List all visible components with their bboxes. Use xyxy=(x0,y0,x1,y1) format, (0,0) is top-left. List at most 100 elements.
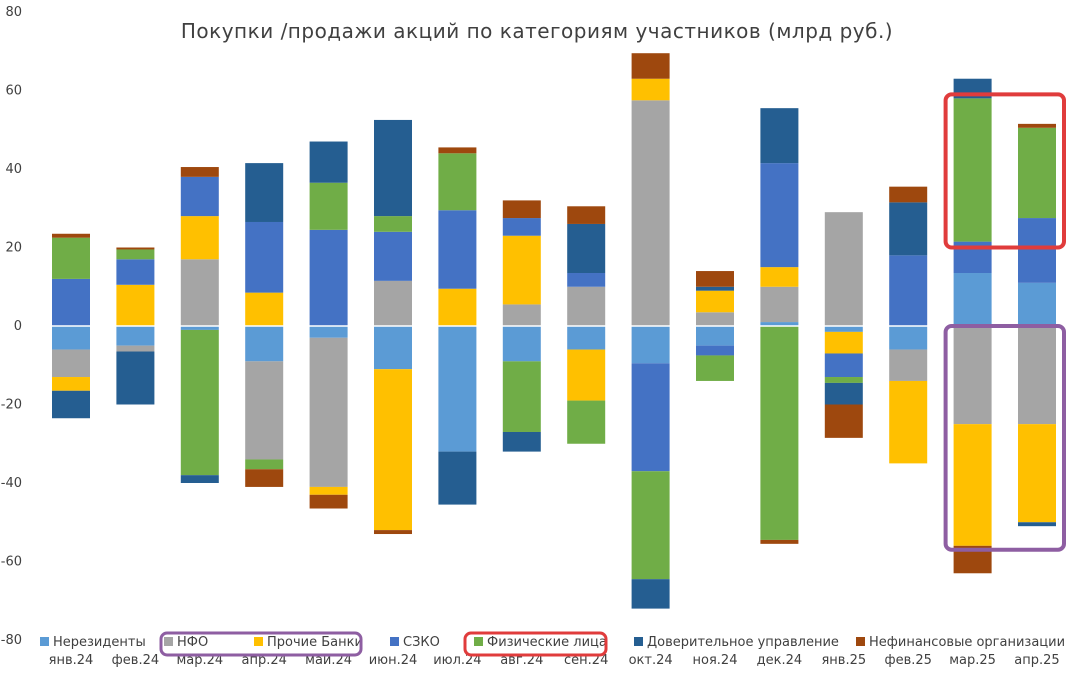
legend-highlight-nfo-banks xyxy=(159,631,363,657)
bar-segment xyxy=(760,326,799,540)
bars-layer xyxy=(52,53,1056,609)
bar-segment xyxy=(631,326,670,364)
legend-swatch xyxy=(164,637,173,646)
bar-segment xyxy=(309,182,348,230)
bar-segment xyxy=(438,147,477,154)
highlight-box xyxy=(943,324,1066,552)
bar-segment xyxy=(1018,282,1056,326)
bar-segment xyxy=(567,273,606,287)
legend-swatch xyxy=(40,637,49,646)
bar-segment xyxy=(889,202,928,256)
x-tick-label: апр.24 xyxy=(241,653,286,668)
bar-segment xyxy=(116,247,155,250)
legend-swatch xyxy=(390,637,399,646)
highlight-boxes xyxy=(943,92,1066,552)
y-tick-label: 0 xyxy=(14,319,22,334)
bar-segment xyxy=(116,345,155,352)
x-tick-label: июл.24 xyxy=(433,653,481,668)
bar-segment xyxy=(374,280,412,326)
bar-segment xyxy=(52,377,90,391)
bar-segment xyxy=(438,210,477,289)
x-tick-label: сен.24 xyxy=(564,653,608,668)
bar-segment xyxy=(52,237,90,279)
bar-segment xyxy=(502,235,541,305)
x-tick-label: фев.25 xyxy=(884,653,931,668)
y-tick-label: 40 xyxy=(5,162,22,177)
bar-segment xyxy=(760,108,799,164)
bar-segment xyxy=(631,363,670,472)
bar-segment xyxy=(824,331,863,354)
bar-segment xyxy=(953,98,992,242)
bar-segment xyxy=(1018,326,1056,425)
bar-segment xyxy=(52,326,90,350)
bar-segment xyxy=(502,200,541,219)
bar-segment xyxy=(567,400,606,444)
bar-segment xyxy=(1018,127,1056,219)
bar-segment xyxy=(309,494,348,509)
x-tick-label: мар.24 xyxy=(176,653,223,668)
bar-segment xyxy=(180,167,219,177)
bar-segment xyxy=(889,349,928,381)
x-tick-label: янв.24 xyxy=(49,653,94,668)
bar-segment xyxy=(953,326,992,425)
legend-label: НФО xyxy=(177,635,208,650)
bar-segment xyxy=(567,326,606,350)
bar-segment xyxy=(567,206,606,224)
bar-segment xyxy=(116,259,155,285)
bar-segment xyxy=(631,579,670,609)
legend-swatch xyxy=(254,637,263,646)
bar-segment xyxy=(52,390,90,419)
legend-swatch xyxy=(634,637,643,646)
bar-segment xyxy=(696,286,734,291)
x-tick-label: апр.25 xyxy=(1014,653,1059,668)
bar-segment xyxy=(309,326,348,338)
bar-segment xyxy=(438,451,477,505)
bar-segment xyxy=(824,377,863,383)
bar-segment xyxy=(760,286,799,323)
bar-segment xyxy=(245,361,284,460)
bar-segment xyxy=(116,351,155,405)
bar-segment xyxy=(180,326,219,330)
bar-segment xyxy=(374,369,412,531)
x-tick-label: июн.24 xyxy=(369,653,418,668)
bar-segment xyxy=(824,382,863,405)
highlight-box xyxy=(943,92,1066,250)
bar-segment xyxy=(438,326,477,452)
bar-segment xyxy=(245,459,284,470)
legend-label: Физические лица xyxy=(487,635,607,650)
bar-segment xyxy=(438,153,477,211)
bar-segment xyxy=(502,431,541,452)
bar-segment xyxy=(1018,522,1056,527)
bar-segment xyxy=(309,337,348,487)
bar-segment xyxy=(502,218,541,236)
bar-segment xyxy=(696,355,734,381)
bar-segment xyxy=(889,186,928,203)
bar-segment xyxy=(180,259,219,326)
bar-segment xyxy=(889,380,928,464)
bar-segment xyxy=(245,221,284,293)
bar-segment xyxy=(1018,424,1056,523)
chart-title: Покупки /продажи акций по категориям уча… xyxy=(181,19,893,43)
bar-segment xyxy=(631,471,670,580)
y-tick-label: -40 xyxy=(1,476,22,491)
bar-segment xyxy=(374,216,412,232)
legend-label: Нерезиденты xyxy=(53,635,146,650)
bar-segment xyxy=(374,119,412,217)
bar-segment xyxy=(502,326,541,362)
y-tick-label: 60 xyxy=(5,84,22,99)
bar-segment xyxy=(567,286,606,326)
bar-segment xyxy=(502,304,541,326)
bar-segment xyxy=(760,163,799,268)
x-tick-label: май.24 xyxy=(305,653,352,668)
bar-segment xyxy=(824,404,863,438)
bar-segment xyxy=(696,326,734,346)
x-tick-label: дек.24 xyxy=(757,653,803,668)
bar-segment xyxy=(889,255,928,326)
bar-segment xyxy=(309,486,348,495)
bar-segment xyxy=(180,216,219,260)
legend-swatch xyxy=(856,637,865,646)
x-tick-label: ноя.24 xyxy=(693,653,738,668)
bar-segment xyxy=(309,229,348,326)
y-tick-label: -60 xyxy=(1,555,22,570)
bar-segment xyxy=(1018,218,1056,283)
